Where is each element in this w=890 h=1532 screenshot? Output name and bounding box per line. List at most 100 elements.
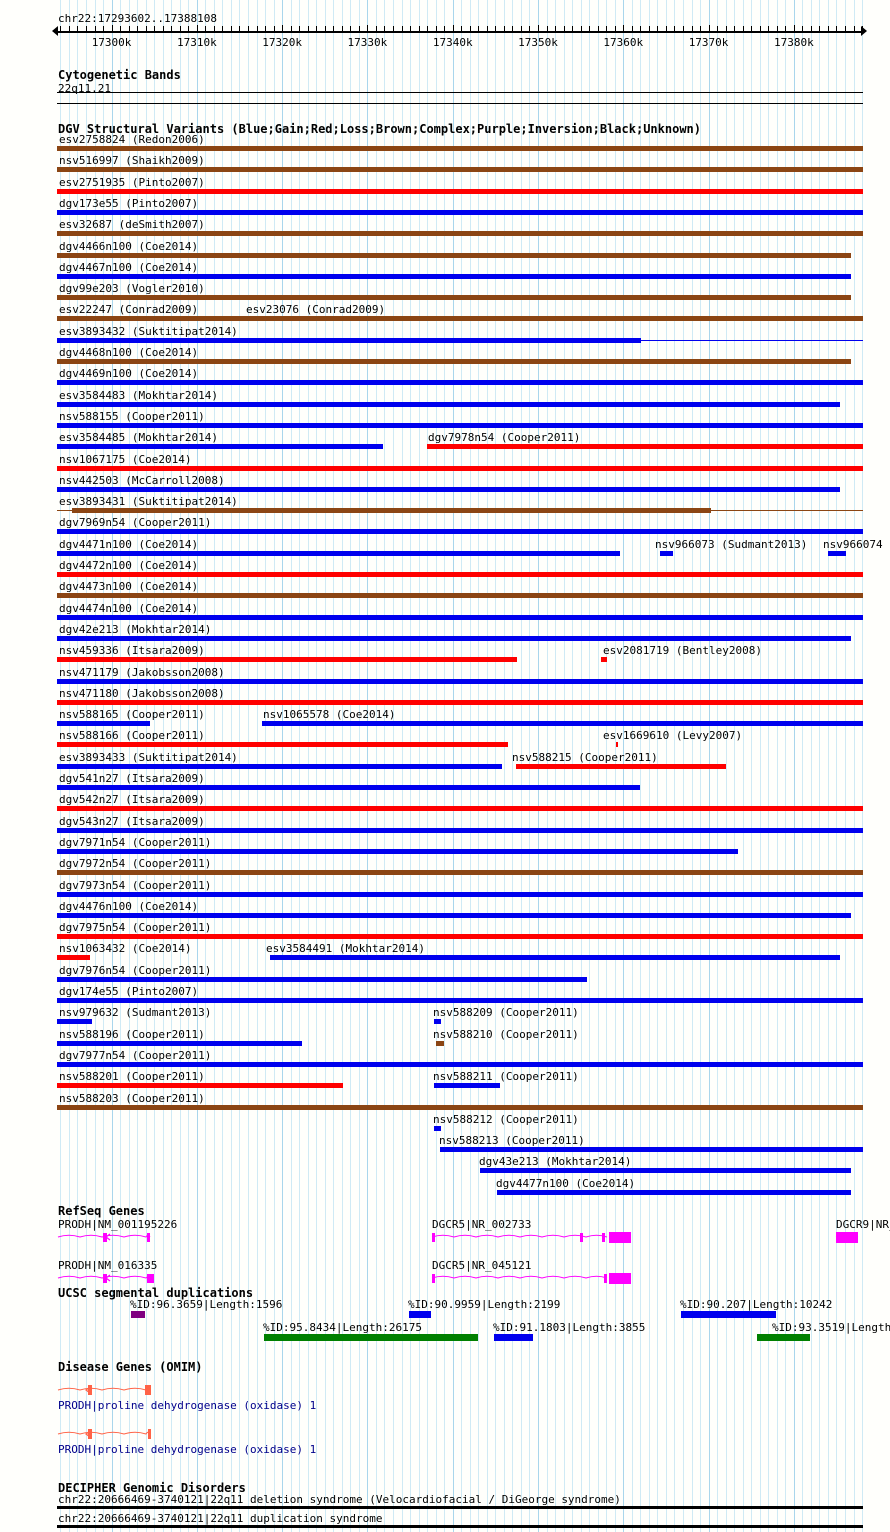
gene-exon[interactable]	[432, 1274, 435, 1283]
variant-bar[interactable]	[57, 678, 863, 684]
variant-label[interactable]: esv3893433 (Suktitipat2014)	[59, 750, 238, 764]
gene-label[interactable]: PRODH|NM_001195226	[58, 1218, 178, 1231]
variant-bar[interactable]	[57, 848, 738, 854]
decipher-bar[interactable]	[57, 1506, 863, 1509]
variant-bar[interactable]	[497, 1189, 851, 1195]
variant-bar[interactable]	[828, 550, 846, 556]
variant-bar[interactable]	[57, 1104, 863, 1110]
variant-bar[interactable]	[57, 934, 863, 940]
variant-bar[interactable]	[57, 976, 587, 982]
variant-bar[interactable]	[434, 1019, 441, 1025]
variant-bar[interactable]	[57, 742, 508, 748]
variant-label[interactable]: esv3584491 (Mokhtar2014)	[266, 942, 425, 956]
omim-gene-body[interactable]	[57, 1427, 151, 1441]
variant-label[interactable]: esv3893432 (Suktitipat2014)	[59, 324, 238, 338]
variant-bar[interactable]	[57, 316, 863, 322]
variant-label[interactable]: esv1669610 (Levy2007)	[603, 729, 743, 743]
variant-label[interactable]: dgv42e213 (Mokhtar2014)	[59, 622, 212, 636]
variant-label[interactable]: nsv588165 (Cooper2011)	[59, 708, 205, 722]
variant-bar[interactable]	[601, 657, 607, 663]
variant-label[interactable]: nsv1067175 (Coe2014)	[59, 452, 192, 466]
variant-label[interactable]: nsv459336 (Itsara2009)	[59, 644, 205, 658]
variant-label[interactable]: dgv4477n100 (Coe2014)	[496, 1176, 636, 1190]
gene-exon[interactable]	[432, 1233, 435, 1242]
gene-body[interactable]	[431, 1230, 608, 1244]
variant-bar[interactable]	[57, 550, 620, 556]
variant-label[interactable]: dgv541n27 (Itsara2009)	[59, 772, 205, 785]
variant-label[interactable]: dgv43e213 (Mokhtar2014)	[479, 1155, 632, 1169]
variant-bar[interactable]	[660, 550, 673, 556]
gene-exon[interactable]	[103, 1233, 107, 1242]
variant-label[interactable]: dgv4468n100 (Coe2014)	[59, 346, 199, 359]
gene-exon[interactable]	[602, 1233, 605, 1242]
variant-label[interactable]: dgv7969n54 (Cooper2011)	[59, 516, 212, 530]
variant-bar[interactable]	[57, 891, 863, 897]
variant-label[interactable]: dgv7971n54 (Cooper2011)	[59, 835, 212, 849]
variant-label[interactable]: dgv7976n54 (Cooper2011)	[59, 963, 212, 977]
variant-label[interactable]: dgv7973n54 (Cooper2011)	[59, 878, 212, 892]
omim-gene-label[interactable]: PRODH|proline dehydrogenase (oxidase) 1	[58, 1443, 317, 1456]
variant-label[interactable]: dgv7975n54 (Cooper2011)	[59, 921, 212, 935]
variant-bar[interactable]	[57, 1061, 863, 1067]
variant-bar[interactable]	[57, 380, 863, 386]
variant-bar[interactable]	[480, 1168, 851, 1174]
gene-exon[interactable]	[609, 1232, 631, 1243]
segdup-bar[interactable]	[264, 1334, 478, 1341]
variant-bar[interactable]	[434, 1125, 441, 1131]
variant-bar[interactable]	[57, 998, 863, 1003]
variant-label[interactable]: nsv588212 (Cooper2011)	[433, 1112, 579, 1126]
segdup-label[interactable]: %ID:91.1803|Length:3855	[493, 1321, 646, 1334]
variant-label[interactable]: esv3584485 (Mokhtar2014)	[59, 431, 218, 445]
decipher-label[interactable]: chr22:20666469-3740121|22q11 duplication…	[58, 1512, 383, 1525]
variant-bar[interactable]	[57, 465, 863, 471]
variant-label[interactable]: dgv173e55 (Pinto2007)	[59, 196, 199, 210]
variant-label[interactable]: esv3584483 (Mokhtar2014)	[59, 388, 218, 402]
variant-bar[interactable]	[57, 614, 863, 620]
variant-label[interactable]: dgv99e203 (Vogler2010)	[59, 282, 205, 296]
segdup-label[interactable]: %ID:96.3659|Length:1596	[130, 1298, 283, 1311]
gene-exon[interactable]	[604, 1274, 607, 1283]
variant-bar[interactable]	[616, 742, 618, 748]
variant-label[interactable]: nsv588201 (Cooper2011)	[59, 1070, 205, 1084]
variant-bar[interactable]	[57, 167, 863, 173]
variant-label[interactable]: esv2081719 (Bentley2008)	[603, 644, 762, 658]
variant-bar[interactable]	[57, 955, 90, 961]
variant-bar[interactable]	[434, 1083, 500, 1089]
omim-gene-exon[interactable]	[88, 1429, 92, 1439]
gene-exon[interactable]	[147, 1233, 150, 1242]
variant-bar[interactable]	[57, 806, 863, 812]
variant-label[interactable]: esv23076 (Conrad2009)	[246, 303, 386, 317]
variant-label[interactable]: dgv7972n54 (Cooper2011)	[59, 857, 212, 871]
segdup-bar[interactable]	[681, 1311, 776, 1318]
variant-label[interactable]: nsv588215 (Cooper2011)	[512, 750, 658, 764]
variant-label[interactable]: nsv516997 (Shaikh2009)	[59, 154, 205, 168]
variant-bar[interactable]	[57, 231, 863, 237]
variant-label[interactable]: esv22247 (Conrad2009)	[59, 303, 199, 317]
omim-gene-exon[interactable]	[148, 1429, 151, 1439]
variant-label[interactable]: nsv471179 (Jakobsson2008)	[59, 665, 225, 679]
variant-bar[interactable]	[57, 444, 383, 450]
omim-gene-body[interactable]	[57, 1383, 151, 1397]
variant-label[interactable]: esv2751935 (Pinto2007)	[59, 175, 205, 189]
variant-bar[interactable]	[262, 721, 863, 727]
variant-label[interactable]: nsv588213 (Cooper2011)	[439, 1134, 585, 1148]
variant-label[interactable]: dgv7977n54 (Cooper2011)	[59, 1048, 212, 1062]
variant-bar[interactable]	[57, 635, 851, 641]
variant-label[interactable]: nsv442503 (McCarroll2008)	[59, 473, 225, 487]
variant-label[interactable]: dgv4469n100 (Coe2014)	[59, 367, 199, 381]
variant-bar[interactable]	[440, 1147, 863, 1153]
variant-bar[interactable]	[57, 337, 641, 343]
variant-bar[interactable]	[57, 763, 502, 769]
variant-label[interactable]: esv3893431 (Suktitipat2014)	[59, 495, 238, 509]
variant-label[interactable]: dgv4473n100 (Coe2014)	[59, 580, 199, 594]
variant-bar[interactable]	[270, 955, 840, 961]
variant-label[interactable]: nsv471180 (Jakobsson2008)	[59, 686, 225, 700]
variant-label[interactable]: nsv1063432 (Coe2014)	[59, 942, 192, 956]
gene-label[interactable]: DGCR9|NR_	[836, 1218, 890, 1231]
gene-label[interactable]: PRODH|NM_016335	[58, 1259, 158, 1272]
variant-label[interactable]: esv2758824 (Redon2006)	[59, 133, 205, 146]
segdup-label[interactable]: %ID:90.207|Length:10242	[680, 1298, 833, 1311]
variant-bar[interactable]	[57, 657, 517, 663]
variant-label[interactable]: dgv7978n54 (Cooper2011)	[428, 431, 581, 445]
variant-bar[interactable]	[57, 1083, 343, 1089]
